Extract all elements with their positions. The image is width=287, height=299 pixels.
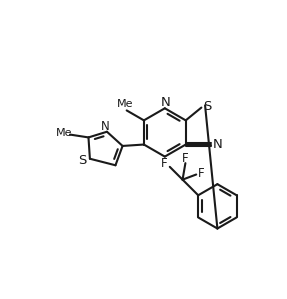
Text: N: N	[101, 120, 110, 132]
Text: Me: Me	[56, 128, 73, 138]
Text: S: S	[79, 154, 87, 167]
Text: N: N	[161, 96, 170, 109]
Text: F: F	[182, 152, 189, 164]
Text: F: F	[198, 167, 205, 180]
Text: Me: Me	[117, 99, 133, 109]
Text: N: N	[213, 138, 222, 151]
Text: F: F	[161, 158, 168, 170]
Text: S: S	[203, 100, 211, 113]
